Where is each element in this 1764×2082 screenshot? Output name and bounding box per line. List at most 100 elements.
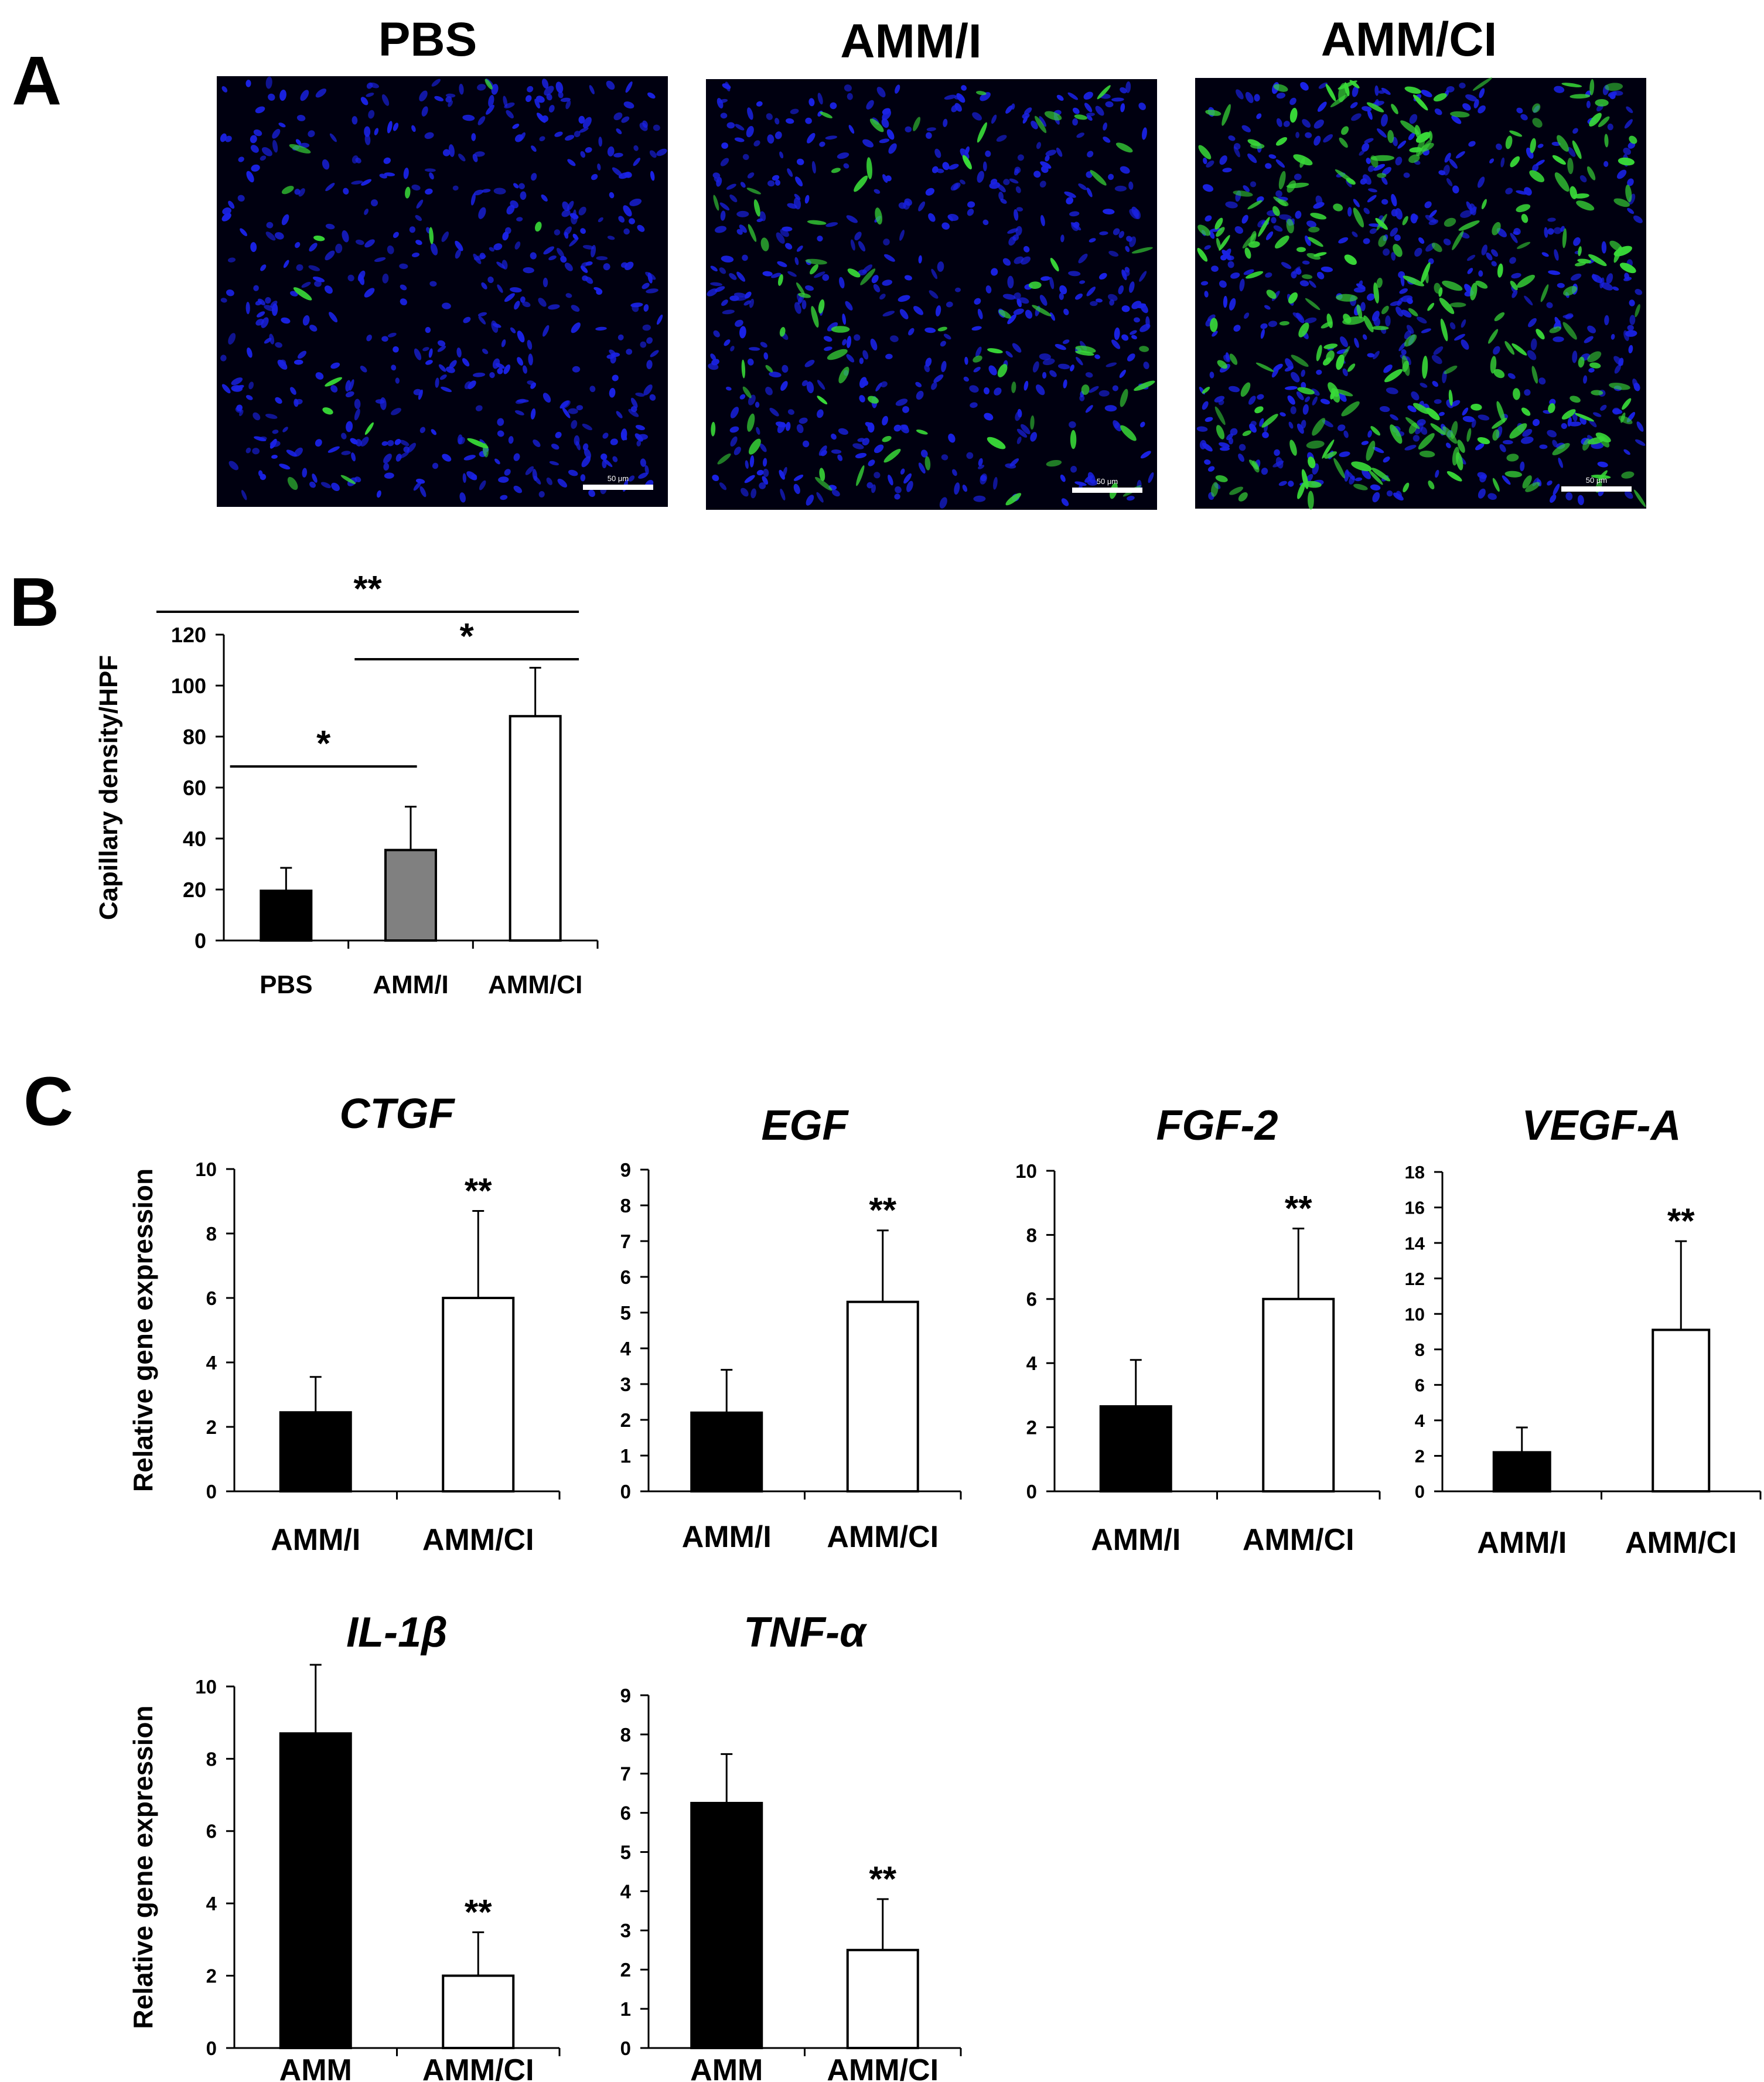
y-tick-label: 8 (206, 1223, 217, 1245)
significance-marker: ** (353, 569, 382, 609)
bar (1492, 1451, 1551, 1493)
y-tick-label: 40 (183, 827, 206, 851)
y-tick-label: 0 (620, 2037, 631, 2059)
x-category-label: PBS (260, 970, 312, 999)
micrograph-amm-i: 50 μm (706, 79, 1157, 510)
chart-egf: 0 1 2 3 4 5 6 7 8 9 AMM/I AMM/CI EGF ** (620, 1102, 962, 1554)
bar (279, 1411, 352, 1493)
significance-marker: ** (465, 1893, 492, 1932)
y-tick-label: 8 (620, 1724, 631, 1746)
x-category-label: AMM/CI (422, 1523, 534, 1557)
y-tick-label: 20 (183, 878, 206, 902)
y-tick-label: 0 (1026, 1481, 1037, 1502)
x-category-label: AMM (690, 2053, 763, 2082)
y-tick-label: 9 (620, 1685, 631, 1706)
y-tick-label: 14 (1405, 1233, 1425, 1253)
significance-marker: ** (1285, 1188, 1312, 1228)
scale-bar-label: 50 μm (1097, 477, 1118, 486)
x-category-label: AMM/CI (827, 2053, 939, 2082)
y-tick-label: 2 (1415, 1446, 1425, 1467)
bar (690, 1411, 763, 1493)
y-tick-label: 10 (195, 1676, 217, 1698)
bar (279, 1732, 352, 2049)
chart-tnfa: 0 1 2 3 4 5 6 7 8 9 AMM AMM/CI TNF-α ** (620, 1609, 962, 2082)
bar (260, 890, 313, 942)
y-tick-label: 2 (1026, 1416, 1037, 1438)
chart-vegfa: 0 2 4 6 8 10 12 14 16 18 AMM/I AMM/CI VEGF-A ** (1405, 1102, 1762, 1560)
scale-bar (1561, 486, 1632, 492)
y-tick-label: 10 (1405, 1304, 1425, 1324)
bar (384, 849, 437, 942)
significance-marker: * (460, 616, 475, 657)
chart-title: EGF (761, 1102, 849, 1149)
x-category-label: AMM/CI (488, 970, 582, 999)
y-tick-label: 2 (620, 1959, 631, 1981)
capillary-stain-layer (281, 79, 542, 490)
chart-title: CTGF (340, 1091, 456, 1137)
x-category-label: AMM/I (271, 1523, 360, 1557)
y-tick-label: 6 (206, 1821, 217, 1842)
scale-bar-label: 50 μm (608, 474, 629, 483)
x-category-label: AMM/I (373, 970, 449, 999)
y-tick-label: 9 (620, 1159, 631, 1181)
y-tick-label: 0 (195, 929, 206, 953)
panel-letter-b: B (9, 564, 59, 641)
nuclei-layer (220, 76, 667, 503)
y-tick-label: 7 (620, 1763, 631, 1785)
y-tick-label: 1 (620, 1998, 631, 2020)
y-tick-label: 60 (183, 776, 206, 800)
y-tick-label: 10 (195, 1158, 217, 1180)
y-tick-label: 0 (1415, 1481, 1425, 1502)
chart-title: FGF-2 (1156, 1102, 1278, 1149)
y-tick-label: 1 (620, 1445, 631, 1467)
x-category-label: AMM/I (1091, 1523, 1180, 1557)
y-tick-label: 3 (620, 1374, 631, 1395)
y-tick-label: 6 (1415, 1375, 1425, 1395)
y-tick-label: 8 (206, 1748, 217, 1770)
y-tick-label: 2 (620, 1409, 631, 1431)
y-tick-label: 8 (1415, 1340, 1425, 1360)
chart-fgf2: 0 2 4 6 8 10 AMM/I AMM/CI FGF-2** (1015, 1102, 1381, 1557)
bar (846, 1300, 919, 1493)
panel-letter-a: A (12, 42, 62, 120)
chart-title: TNF-α (743, 1609, 868, 1656)
x-category-label: AMM/CI (422, 2053, 534, 2082)
x-category-label: AMM/I (682, 1520, 772, 1554)
significance-marker: * (316, 724, 331, 764)
y-axis-label: Capillary density/HPF (94, 655, 123, 920)
y-tick-label: 2 (206, 1416, 217, 1438)
y-tick-label: 6 (620, 1266, 631, 1288)
bar (690, 1801, 763, 2049)
y-tick-label: 5 (620, 1841, 631, 1863)
y-tick-label: 8 (620, 1195, 631, 1217)
bar (1262, 1297, 1335, 1493)
y-tick-label: 10 (1015, 1160, 1037, 1182)
y-tick-label: 3 (620, 1920, 631, 1941)
significance-marker: ** (869, 1191, 896, 1230)
bar (442, 1297, 515, 1493)
chart-title: IL-1β (346, 1609, 448, 1656)
y-tick-label: 0 (620, 1481, 631, 1502)
micrograph-label-amm-ci: AMM/CI (1321, 13, 1497, 66)
micrograph-label-pbs: PBS (378, 13, 477, 66)
significance-marker: ** (1667, 1201, 1695, 1241)
y-tick-label: 100 (171, 674, 206, 698)
y-tick-label: 0 (206, 1481, 217, 1502)
y-tick-label: 0 (206, 2037, 217, 2059)
y-tick-label: 4 (620, 1338, 632, 1359)
bar (1099, 1405, 1172, 1493)
chart-capillary-density: 0 20 40 60 80 100 120 PBS AMM/I AMM/CI Capillary d… (94, 569, 599, 999)
y-tick-label: 4 (206, 1893, 217, 1914)
scale-bar (1072, 488, 1142, 493)
y-tick-label: 4 (1415, 1410, 1425, 1431)
x-category-label: AMM/CI (1625, 1526, 1737, 1560)
micrograph-pbs: 50 μm (217, 76, 668, 507)
micrograph-amm-ci: 50 μm (1195, 77, 1646, 510)
capillary-stain-layer (1197, 77, 1646, 510)
scale-bar-label: 50 μm (1586, 476, 1607, 485)
y-tick-label: 6 (1026, 1289, 1037, 1310)
y-tick-label: 6 (620, 1802, 631, 1824)
x-category-label: AMM (279, 2053, 352, 2082)
y-axis-label: Relative gene expression (128, 1168, 158, 1492)
